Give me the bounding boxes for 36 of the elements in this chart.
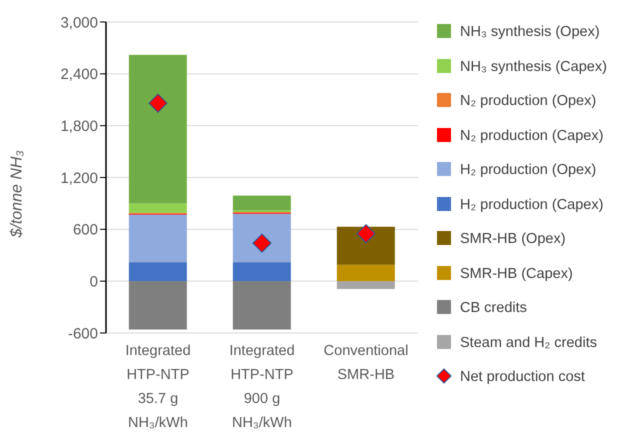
y-tick-label: -600 (68, 325, 98, 342)
bar (232, 262, 291, 282)
legend-label: SMR-HB (Opex) (460, 231, 566, 248)
bar (128, 214, 187, 262)
y-tick-label: 1,800 (60, 118, 98, 135)
bar (128, 262, 187, 282)
legend-label: H₂ production (Capex) (460, 196, 604, 213)
bar (232, 214, 291, 262)
legend-label: Steam and H₂ credits (460, 334, 597, 351)
legend-label: Net production cost (460, 369, 585, 386)
legend-label: H₂ production (Opex) (460, 162, 596, 178)
y-tick-label: 600 (72, 222, 98, 239)
legend-label: N₂ production (Capex) (460, 128, 604, 144)
bar (128, 281, 187, 330)
legend-label: SMR-HB (Capex) (460, 266, 573, 282)
bar (336, 226, 395, 265)
x-tick-label: Integrated HTP-NTP 35.7 g NH₃/kWh (125, 343, 191, 431)
bar (128, 54, 187, 204)
y-tick-label: 1,200 (60, 170, 98, 187)
x-tick-label: Integrated HTP-NTP 900 g NH₃/kWh (229, 343, 295, 431)
y-tick-label: 2,400 (60, 66, 98, 84)
legend-label: NH₃ synthesis (Opex) (460, 24, 600, 40)
legend-label: CB credits (460, 300, 527, 316)
bar (232, 281, 291, 330)
legend-label: NH₃ synthesis (Capex) (460, 58, 607, 75)
bar (128, 203, 187, 213)
bar (232, 196, 291, 210)
y-tick-label: 3,000 (60, 14, 98, 32)
legend-label: N₂ production (Opex) (460, 93, 596, 110)
x-tick-label: Conventional SMR-HB (324, 343, 408, 383)
y-axis-title: $/tonne NH₃ (8, 150, 26, 238)
point (148, 94, 168, 113)
point (356, 224, 376, 244)
y-tick-label: 0 (90, 273, 98, 290)
bar (336, 264, 395, 282)
bar (336, 281, 395, 289)
